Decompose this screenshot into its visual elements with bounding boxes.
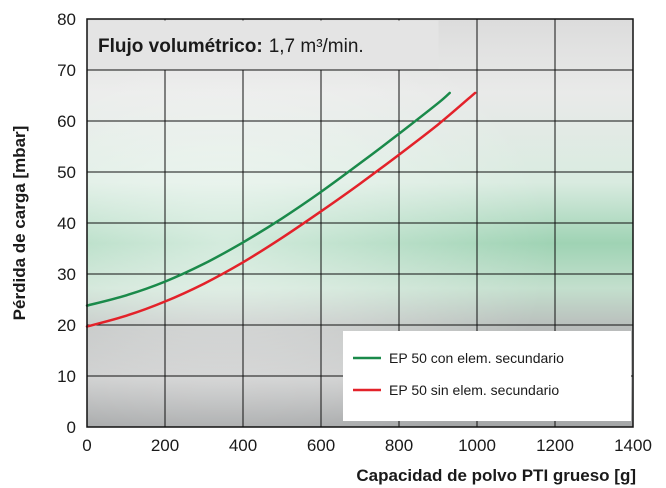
legend-box <box>343 331 631 421</box>
annotation-label: Flujo volumétrico: <box>98 36 263 57</box>
y-tick-label: 40 <box>57 214 76 233</box>
legend-label-sin: EP 50 sin elem. secundario <box>389 382 559 398</box>
series-line-0 <box>85 91 451 307</box>
y-tick-label: 10 <box>57 367 76 386</box>
y-tick-label: 80 <box>57 10 76 29</box>
annotation-text: Flujo volumétrico: 1,7 m³/min. <box>98 36 364 57</box>
y-tick-label: 60 <box>57 112 76 131</box>
y-tick-label: 0 <box>67 418 76 437</box>
y-tick-label: 50 <box>57 163 76 182</box>
annotation-background <box>88 20 439 70</box>
y-tick-label: 30 <box>57 265 76 284</box>
x-tick-label: 600 <box>307 436 335 455</box>
x-tick-label: 1000 <box>458 436 496 455</box>
x-tick-label: 1200 <box>536 436 574 455</box>
x-tick-label: 200 <box>151 436 179 455</box>
annotation-value: 1,7 m³/min. <box>269 36 364 57</box>
series-lines <box>85 91 477 328</box>
y-tick-labels: 0 10 20 30 40 50 60 70 80 <box>57 10 76 437</box>
legend-label-con: EP 50 con elem. secundario <box>389 350 564 366</box>
x-tick-label: 400 <box>229 436 257 455</box>
plot-frame <box>86 18 634 428</box>
x-tick-labels: 0 200 400 600 800 1000 1200 1400 <box>82 436 652 455</box>
legend: EP 50 con elem. secundario EP 50 sin ele… <box>343 331 631 421</box>
x-axis-title: Capacidad de polvo PTI grueso [g] <box>356 466 636 485</box>
y-tick-label: 70 <box>57 61 76 80</box>
series-line-1 <box>85 91 477 328</box>
x-tick-label: 1400 <box>614 436 652 455</box>
y-tick-label: 20 <box>57 316 76 335</box>
x-tick-label: 0 <box>82 436 91 455</box>
y-axis-title: Pérdida de carga [mbar] <box>10 126 29 321</box>
annotation-box: Flujo volumétrico: 1,7 m³/min. <box>88 20 439 70</box>
x-tick-label: 800 <box>385 436 413 455</box>
